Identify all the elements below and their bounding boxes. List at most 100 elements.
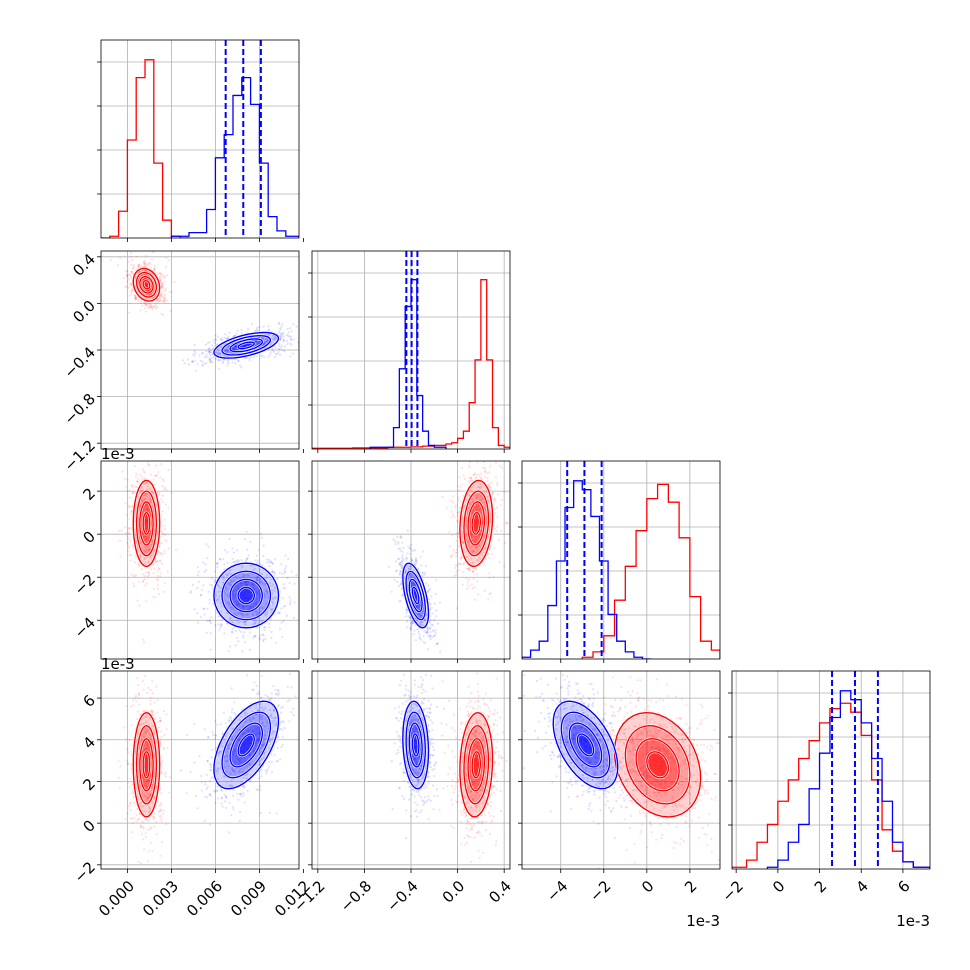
scatter-point <box>404 571 407 575</box>
scatter-point <box>455 573 458 577</box>
scatter-point <box>226 760 229 763</box>
scatter-point <box>469 525 472 528</box>
scatter-point <box>249 564 252 567</box>
scatter-point <box>130 780 133 784</box>
scatter-point <box>146 488 149 491</box>
panels-layer: −1.2−0.8−0.40.00.4−4−2021e-3−202461e-30.… <box>61 39 931 930</box>
scatter-point <box>214 351 218 354</box>
scatter-point <box>163 297 166 300</box>
scatter-point <box>416 628 419 631</box>
scatter-point <box>142 826 145 829</box>
scatter-point <box>157 567 160 570</box>
contour-line-red <box>142 751 151 779</box>
scatter-point <box>477 537 480 540</box>
scatter-point <box>465 534 468 538</box>
scatter-point <box>140 824 143 827</box>
scatter-point <box>128 518 131 521</box>
scatter-point <box>234 754 238 758</box>
scatter-point <box>459 557 462 560</box>
scatter-point <box>432 630 435 633</box>
scatter-point <box>252 583 255 586</box>
scatter-point <box>434 593 437 596</box>
scatter-point <box>286 333 289 336</box>
scatter-point <box>163 487 167 490</box>
scatter-point <box>241 564 244 567</box>
scatter-point <box>131 287 134 290</box>
scatter-point <box>238 603 241 606</box>
scatter-point <box>253 603 256 606</box>
scatter-point <box>452 501 455 504</box>
scatter-point <box>494 499 497 502</box>
scatter-point <box>218 628 221 632</box>
scatter-point <box>147 819 150 823</box>
scatter-point <box>428 634 431 637</box>
scatter-point <box>409 552 412 556</box>
scatter-point <box>270 608 273 611</box>
scatter-point <box>455 539 458 543</box>
scatter-point <box>436 642 440 645</box>
scatter-point <box>438 601 442 604</box>
scatter-point <box>131 790 134 794</box>
scatter-point <box>226 364 229 367</box>
scatter-point <box>168 776 171 779</box>
scatter-point <box>399 582 402 585</box>
scatter-point <box>136 480 139 483</box>
scatter-point <box>488 455 490 457</box>
scatter-point <box>149 689 152 692</box>
scatter-point <box>466 541 469 544</box>
scatter-point <box>226 360 229 363</box>
scatter-point <box>412 633 415 636</box>
scatter-point <box>228 801 231 804</box>
scatter-point <box>138 491 141 495</box>
contour-line-blue <box>237 586 256 605</box>
scatter-point <box>157 299 160 302</box>
scatter-point <box>487 484 491 487</box>
scatter-point <box>462 494 465 497</box>
scatter-point <box>150 710 153 713</box>
scatter-point <box>479 475 482 478</box>
scatter-point <box>239 582 242 585</box>
scatter-point <box>117 776 120 779</box>
scatter-point <box>227 582 230 585</box>
scatter-point <box>146 509 149 512</box>
scatter-point <box>409 627 412 630</box>
scatter-point <box>157 721 160 724</box>
scatter-point <box>419 614 422 618</box>
scatter-point <box>410 558 413 561</box>
scatter-point <box>257 589 260 592</box>
scatter-point <box>278 348 281 351</box>
scatter-point <box>274 596 277 599</box>
scatter-point <box>426 627 429 630</box>
scatter-point <box>244 560 247 563</box>
scatter-point <box>255 610 258 613</box>
scatter-point <box>217 753 220 756</box>
scatter-point <box>130 510 133 513</box>
histogram-red <box>581 483 720 659</box>
scatter-point <box>455 607 458 610</box>
scatter-point <box>208 353 211 357</box>
scatter-point <box>491 491 494 494</box>
scatter-point <box>428 598 431 601</box>
contour-line-red <box>463 490 490 557</box>
scatter-point <box>141 733 144 736</box>
scatter-point <box>244 614 247 617</box>
scatter-point <box>170 491 173 494</box>
scatter-point <box>143 471 146 474</box>
scatter-point <box>134 465 137 468</box>
scatter-point <box>306 623 308 625</box>
scatter-point <box>400 560 403 563</box>
scatter-point <box>127 526 130 530</box>
scatter-point <box>157 271 160 274</box>
scatter-point <box>245 530 248 533</box>
scatter-point <box>152 587 155 590</box>
scatter-point <box>418 612 421 615</box>
scatter-point <box>484 492 487 495</box>
scatter-point <box>124 818 127 821</box>
scatter-point <box>142 716 145 720</box>
scatter-point <box>476 495 479 498</box>
scatter-point <box>491 553 494 556</box>
scatter-point <box>152 595 155 599</box>
scatter-point <box>167 259 170 262</box>
scatter-point <box>441 495 444 498</box>
scatter-point <box>454 563 457 567</box>
